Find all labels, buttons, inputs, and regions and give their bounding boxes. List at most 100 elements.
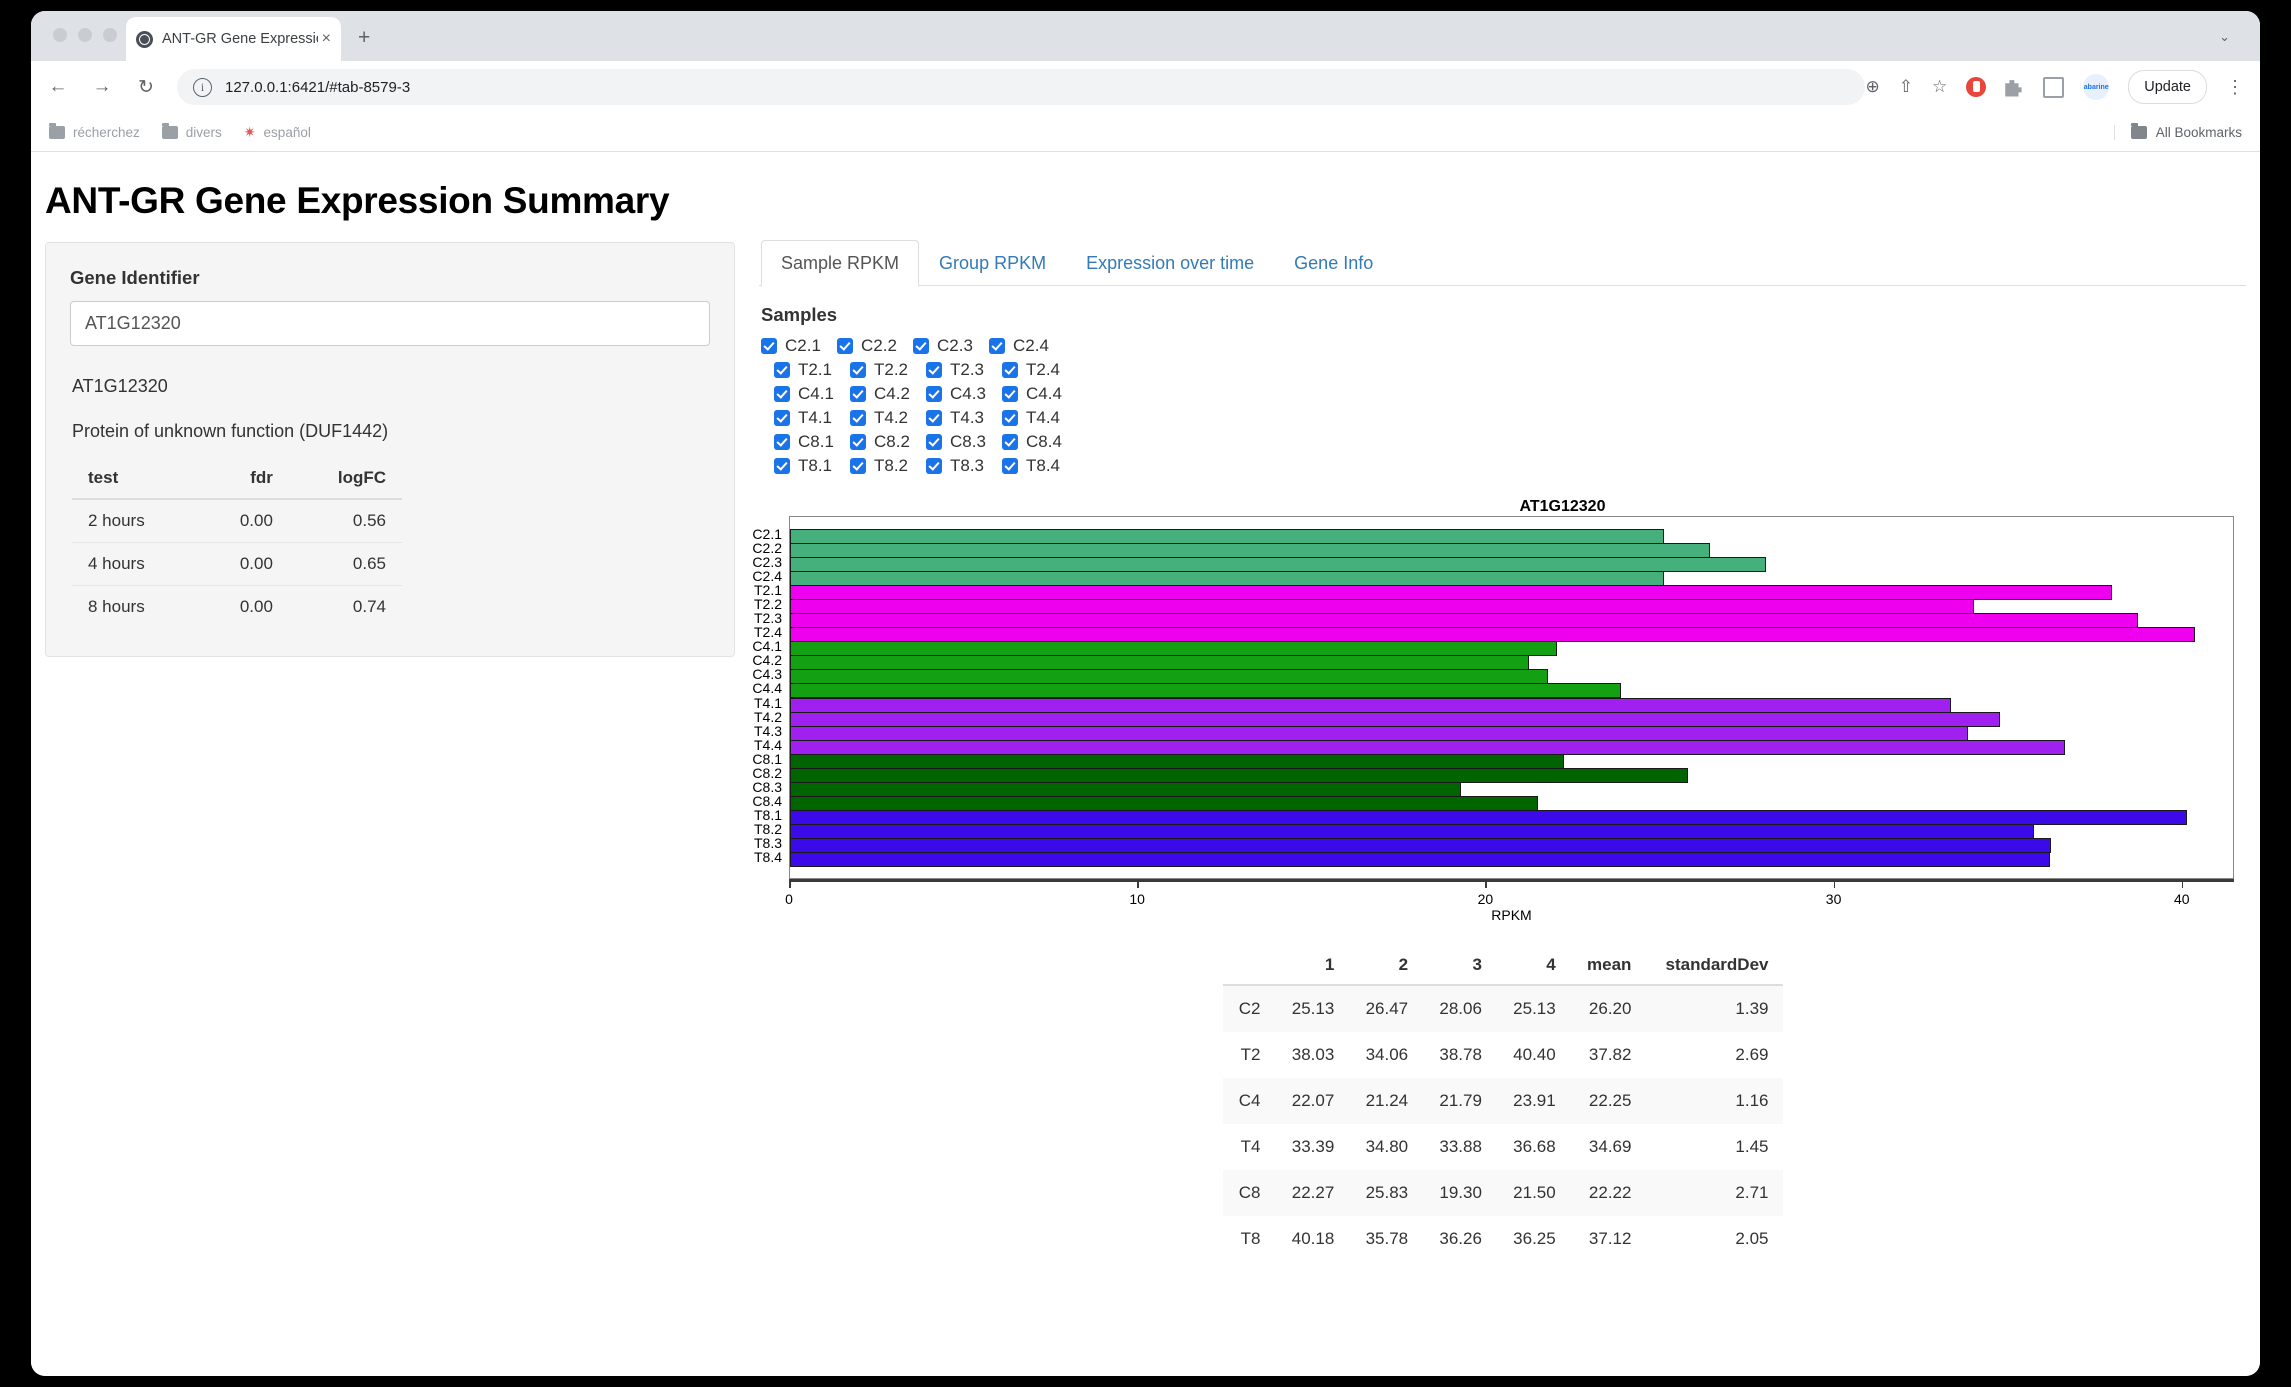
new-tab-button[interactable]: +	[358, 26, 371, 49]
sample-checkbox-C2.2[interactable]: C2.2	[837, 336, 913, 356]
close-tab-icon[interactable]: ×	[321, 30, 331, 47]
sample-checkbox-T8.3[interactable]: T8.3	[926, 456, 1002, 476]
checkbox-checked-icon[interactable]	[837, 338, 853, 354]
address-bar[interactable]: i 127.0.0.1:6421/#tab-8579-3	[177, 69, 1866, 105]
cell-fdr: 0.00	[197, 585, 289, 628]
bar-row: T2.4	[754, 624, 2233, 643]
forward-button[interactable]: →	[92, 76, 112, 97]
checkbox-checked-icon[interactable]	[850, 386, 866, 402]
browser-tab[interactable]: ANT-GR Gene Expression Sum ×	[126, 17, 341, 61]
cell-group: T4	[1240, 1137, 1261, 1156]
right-column: Sample RPKM Group RPKM Expression over t…	[735, 222, 2246, 1262]
browser-menu-icon[interactable]: ⋮	[2226, 76, 2244, 97]
sample-checkbox-C8.4[interactable]: C8.4	[1002, 432, 1078, 452]
sample-checkbox-C4.2[interactable]: C4.2	[850, 384, 926, 404]
checkbox-checked-icon[interactable]	[850, 362, 866, 378]
sample-checkbox-C4.1[interactable]: C4.1	[774, 384, 850, 404]
bar-row: C2.2	[752, 540, 2233, 558]
sample-checkbox-T4.4[interactable]: T4.4	[1002, 408, 1078, 428]
minimize-window-button[interactable]	[78, 28, 92, 42]
checkbox-checked-icon[interactable]	[774, 410, 790, 426]
profile-avatar[interactable]: abarine	[2083, 74, 2110, 100]
reload-button[interactable]: ↻	[138, 76, 154, 98]
checkbox-checked-icon[interactable]	[926, 458, 942, 474]
sample-checkbox-label: C4.1	[798, 384, 834, 403]
checkbox-checked-icon[interactable]	[1002, 458, 1018, 474]
update-button[interactable]: Update	[2128, 70, 2207, 104]
checkbox-checked-icon[interactable]	[1002, 362, 1018, 378]
checkbox-checked-icon[interactable]	[1002, 410, 1018, 426]
checkbox-checked-icon[interactable]	[774, 434, 790, 450]
gene-identifier-label: Gene Identifier	[70, 267, 200, 288]
x-tick	[2181, 879, 2184, 888]
checkbox-checked-icon[interactable]	[1002, 434, 1018, 450]
checkbox-checked-icon[interactable]	[926, 434, 942, 450]
checkbox-checked-icon[interactable]	[774, 458, 790, 474]
zoom-icon[interactable]: ⊕	[1865, 77, 1880, 96]
sidepanel-icon[interactable]	[2043, 76, 2065, 98]
sample-checkbox-C4.3[interactable]: C4.3	[926, 384, 1002, 404]
bookmark-espanol[interactable]: ✷ español	[244, 124, 311, 141]
close-window-button[interactable]	[53, 28, 67, 42]
tab-sample-rpkm[interactable]: Sample RPKM	[761, 240, 920, 286]
x-tick-label: 20	[1477, 891, 1494, 907]
sample-checkbox-T8.2[interactable]: T8.2	[850, 456, 926, 476]
sample-checkbox-row: T8.1 T8.2 T8.3 T8.4	[774, 456, 2246, 476]
sample-checkbox-T4.1[interactable]: T4.1	[774, 408, 850, 428]
sample-checkbox-T8.4[interactable]: T8.4	[1002, 456, 1078, 476]
cell-mean: 37.12	[1588, 1229, 1632, 1248]
cell-standarddev: 2.71	[1735, 1183, 1769, 1202]
sample-checkbox-label: C8.2	[874, 432, 910, 451]
tab-expression-over-time[interactable]: Expression over time	[1086, 253, 1255, 273]
checkbox-checked-icon[interactable]	[850, 410, 866, 426]
chevron-down-icon[interactable]: ⌄	[2219, 29, 2230, 44]
gene-description-text: Protein of unknown function (DUF1442)	[72, 421, 389, 441]
sample-checkbox-T2.2[interactable]: T2.2	[850, 360, 926, 380]
back-button[interactable]: ←	[48, 76, 68, 97]
bookmark-star-icon[interactable]: ☆	[1931, 77, 1948, 96]
bar-T2.2	[790, 598, 1975, 614]
sample-checkbox-C4.4[interactable]: C4.4	[1002, 384, 1078, 404]
all-bookmarks-button[interactable]: All Bookmarks	[2113, 122, 2242, 140]
sample-checkbox-C8.2[interactable]: C8.2	[850, 432, 926, 452]
checkbox-checked-icon[interactable]	[761, 338, 777, 354]
bookmark-divers[interactable]: divers	[161, 122, 222, 140]
bookmark-recherchez[interactable]: récherchez	[49, 122, 140, 140]
checkbox-checked-icon[interactable]	[989, 338, 1005, 354]
sample-checkbox-label: T8.3	[950, 456, 985, 475]
table-row: T2 38.03 34.06 38.78 40.40 37.82 2.69	[1223, 1032, 1783, 1078]
sample-checkbox-T8.1[interactable]: T8.1	[774, 456, 850, 476]
cell-mean: 34.69	[1588, 1137, 1632, 1156]
sample-checkbox-C8.3[interactable]: C8.3	[926, 432, 1002, 452]
window-traffic-lights[interactable]	[53, 28, 117, 42]
extensions-puzzle-icon[interactable]	[2005, 80, 2022, 97]
share-icon[interactable]: ⇧	[1898, 77, 1913, 96]
sample-checkbox-row: T4.1 T4.2 T4.3 T4.4	[774, 408, 2246, 428]
tab-gene-info[interactable]: Gene Info	[1294, 253, 1374, 273]
checkbox-checked-icon[interactable]	[926, 410, 942, 426]
checkbox-checked-icon[interactable]	[1002, 386, 1018, 402]
site-info-icon[interactable]: i	[193, 77, 212, 97]
gene-identifier-input[interactable]	[70, 301, 710, 346]
sample-checkbox-C2.1[interactable]: C2.1	[761, 336, 837, 356]
adblock-extension-icon[interactable]	[1966, 77, 1987, 97]
sample-checkbox-T4.2[interactable]: T4.2	[850, 408, 926, 428]
sample-checkbox-T4.3[interactable]: T4.3	[926, 408, 1002, 428]
sample-checkbox-T2.1[interactable]: T2.1	[774, 360, 850, 380]
sample-checkbox-T2.4[interactable]: T2.4	[1002, 360, 1078, 380]
checkbox-checked-icon[interactable]	[774, 362, 790, 378]
tab-group-rpkm[interactable]: Group RPKM	[939, 253, 1047, 273]
checkbox-checked-icon[interactable]	[913, 338, 929, 354]
maximize-window-button[interactable]	[103, 28, 117, 42]
sample-checkbox-C2.4[interactable]: C2.4	[989, 336, 1065, 356]
checkbox-checked-icon[interactable]	[774, 386, 790, 402]
checkbox-checked-icon[interactable]	[850, 458, 866, 474]
x-tick-label: 10	[1129, 891, 1145, 907]
sample-checkbox-C2.3[interactable]: C2.3	[913, 336, 989, 356]
checkbox-checked-icon[interactable]	[850, 434, 866, 450]
sample-checkbox-C8.1[interactable]: C8.1	[774, 432, 850, 452]
folder-icon	[2130, 122, 2147, 139]
checkbox-checked-icon[interactable]	[926, 362, 942, 378]
sample-checkbox-T2.3[interactable]: T2.3	[926, 360, 1002, 380]
checkbox-checked-icon[interactable]	[926, 386, 942, 402]
